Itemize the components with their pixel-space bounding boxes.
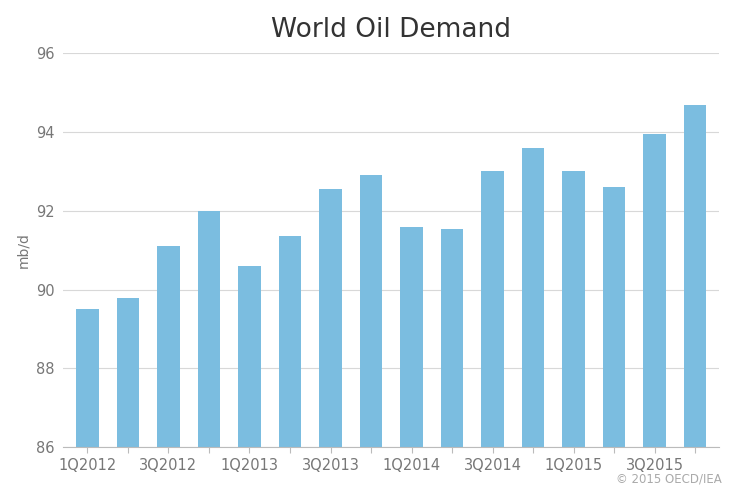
Bar	[238, 266, 261, 447]
Bar	[77, 309, 99, 447]
Bar	[562, 172, 584, 447]
Bar	[481, 172, 503, 447]
Bar	[643, 134, 665, 447]
Text: © 2015 OECD/IEA: © 2015 OECD/IEA	[615, 472, 721, 485]
Bar	[117, 297, 139, 447]
Bar	[279, 237, 301, 447]
Bar	[522, 148, 544, 447]
Bar	[441, 229, 463, 447]
Bar	[158, 246, 180, 447]
Y-axis label: mb/d: mb/d	[17, 232, 31, 268]
Bar	[400, 227, 422, 447]
Bar	[319, 189, 342, 447]
Bar	[684, 104, 706, 447]
Bar	[198, 211, 220, 447]
Bar	[360, 175, 382, 447]
Bar	[603, 187, 625, 447]
Title: World Oil Demand: World Oil Demand	[272, 17, 512, 43]
